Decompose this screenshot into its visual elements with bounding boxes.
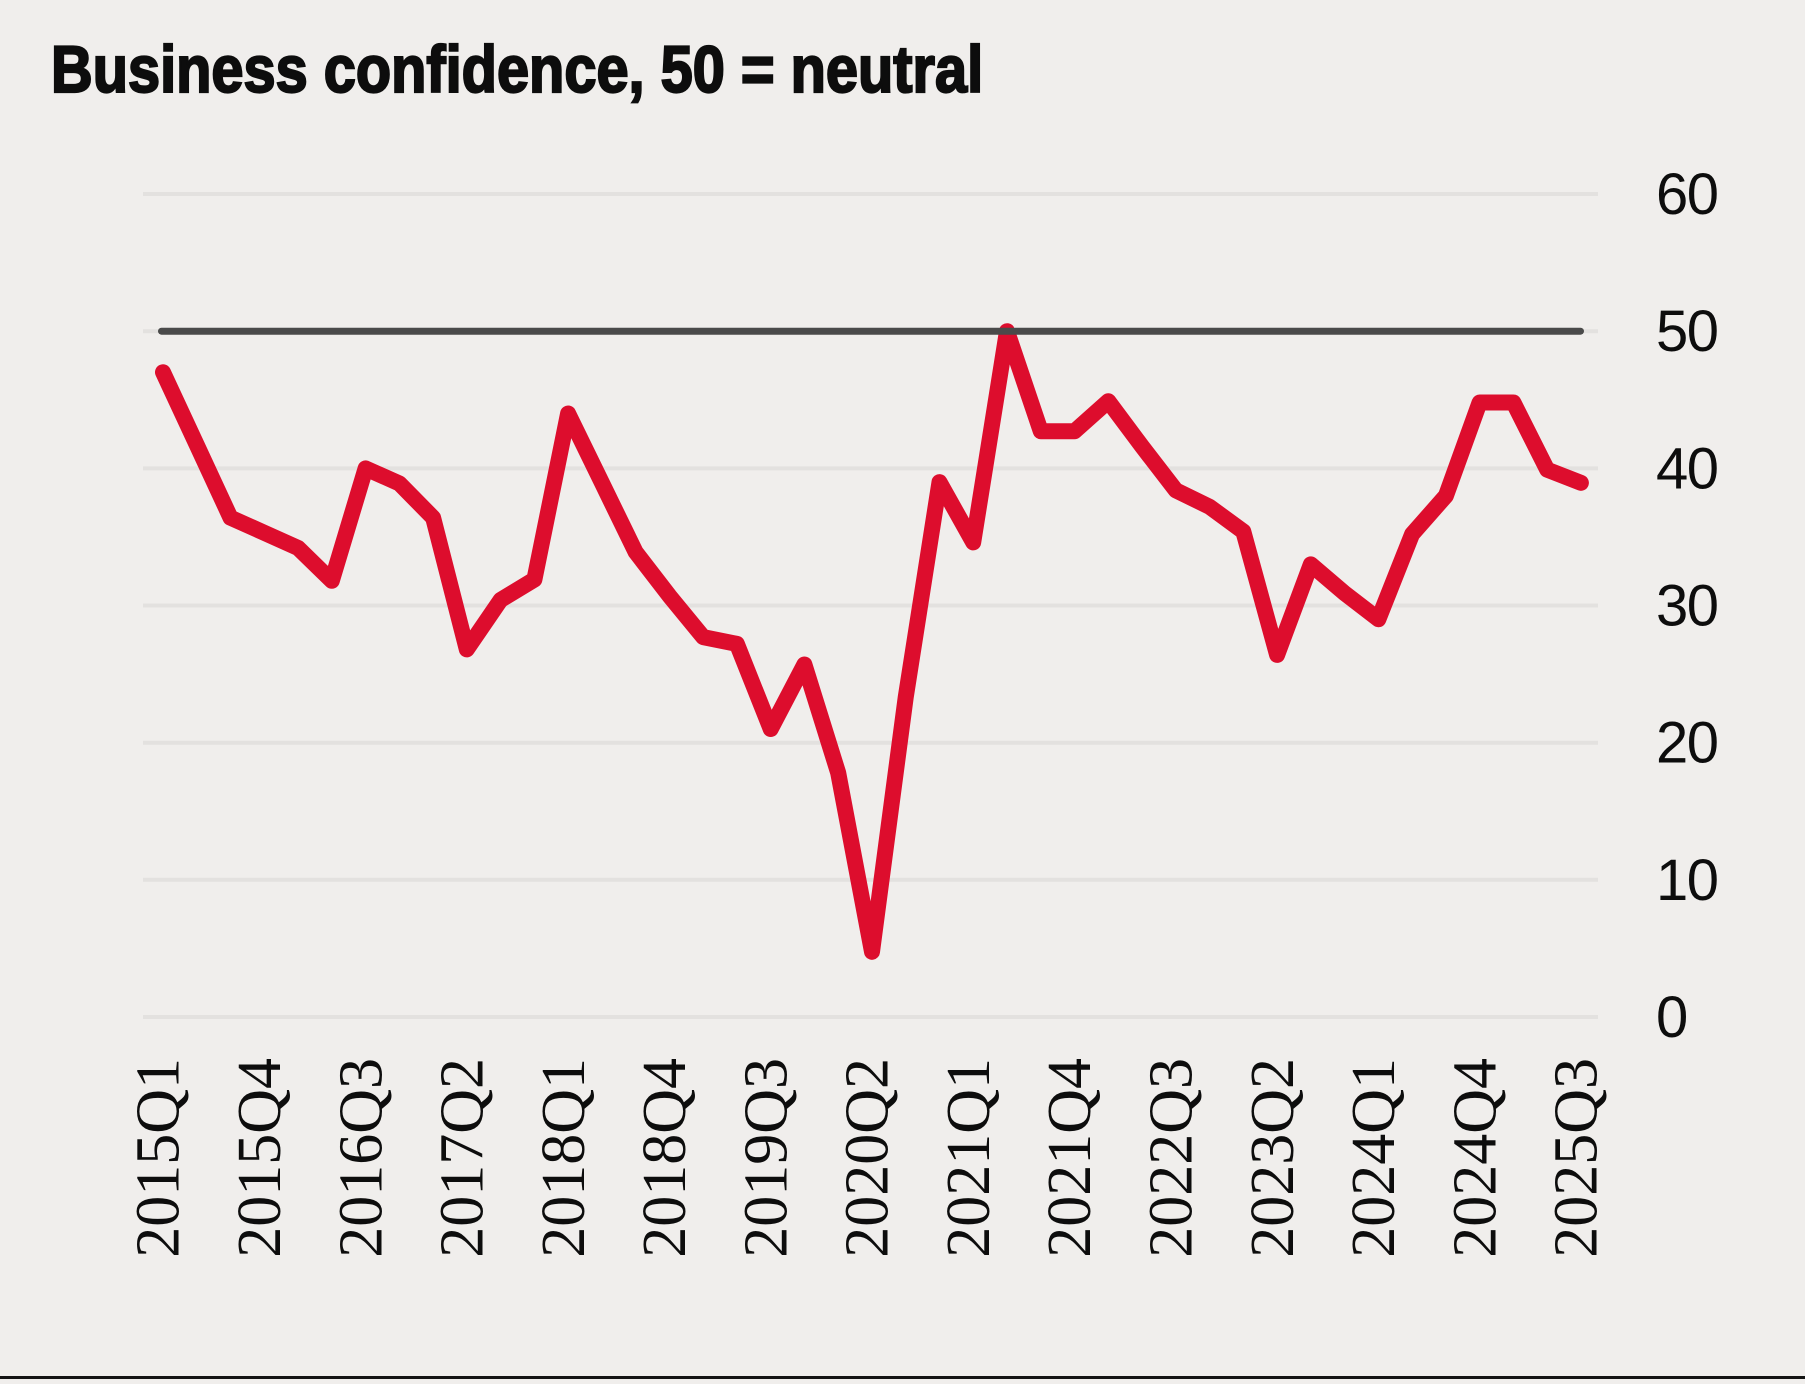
svg-text:20: 20 [1656, 711, 1718, 776]
svg-text:Business confidence, 50 = neut: Business confidence, 50 = neutral [51, 33, 983, 106]
svg-text:2019Q3: 2019Q3 [732, 1058, 800, 1258]
svg-text:2018Q4: 2018Q4 [631, 1058, 699, 1258]
svg-text:40: 40 [1656, 436, 1718, 501]
svg-text:50: 50 [1656, 299, 1718, 364]
svg-text:2022Q3: 2022Q3 [1138, 1058, 1206, 1258]
svg-text:2016Q3: 2016Q3 [327, 1058, 395, 1258]
svg-text:2021Q4: 2021Q4 [1036, 1058, 1104, 1258]
svg-text:2024Q4: 2024Q4 [1441, 1058, 1509, 1258]
svg-text:60: 60 [1656, 162, 1718, 227]
svg-text:2024Q1: 2024Q1 [1340, 1058, 1408, 1258]
svg-text:2021Q1: 2021Q1 [935, 1058, 1003, 1258]
svg-text:30: 30 [1656, 574, 1718, 639]
svg-text:0: 0 [1656, 985, 1687, 1050]
svg-text:2017Q2: 2017Q2 [429, 1058, 497, 1258]
svg-text:2018Q1: 2018Q1 [530, 1058, 598, 1258]
svg-text:2023Q2: 2023Q2 [1239, 1058, 1307, 1258]
svg-text:2015Q4: 2015Q4 [226, 1058, 294, 1258]
svg-text:2015Q1: 2015Q1 [125, 1058, 193, 1258]
svg-text:2020Q2: 2020Q2 [834, 1058, 902, 1258]
svg-text:2025Q3: 2025Q3 [1543, 1058, 1611, 1258]
svg-text:10: 10 [1656, 848, 1718, 913]
